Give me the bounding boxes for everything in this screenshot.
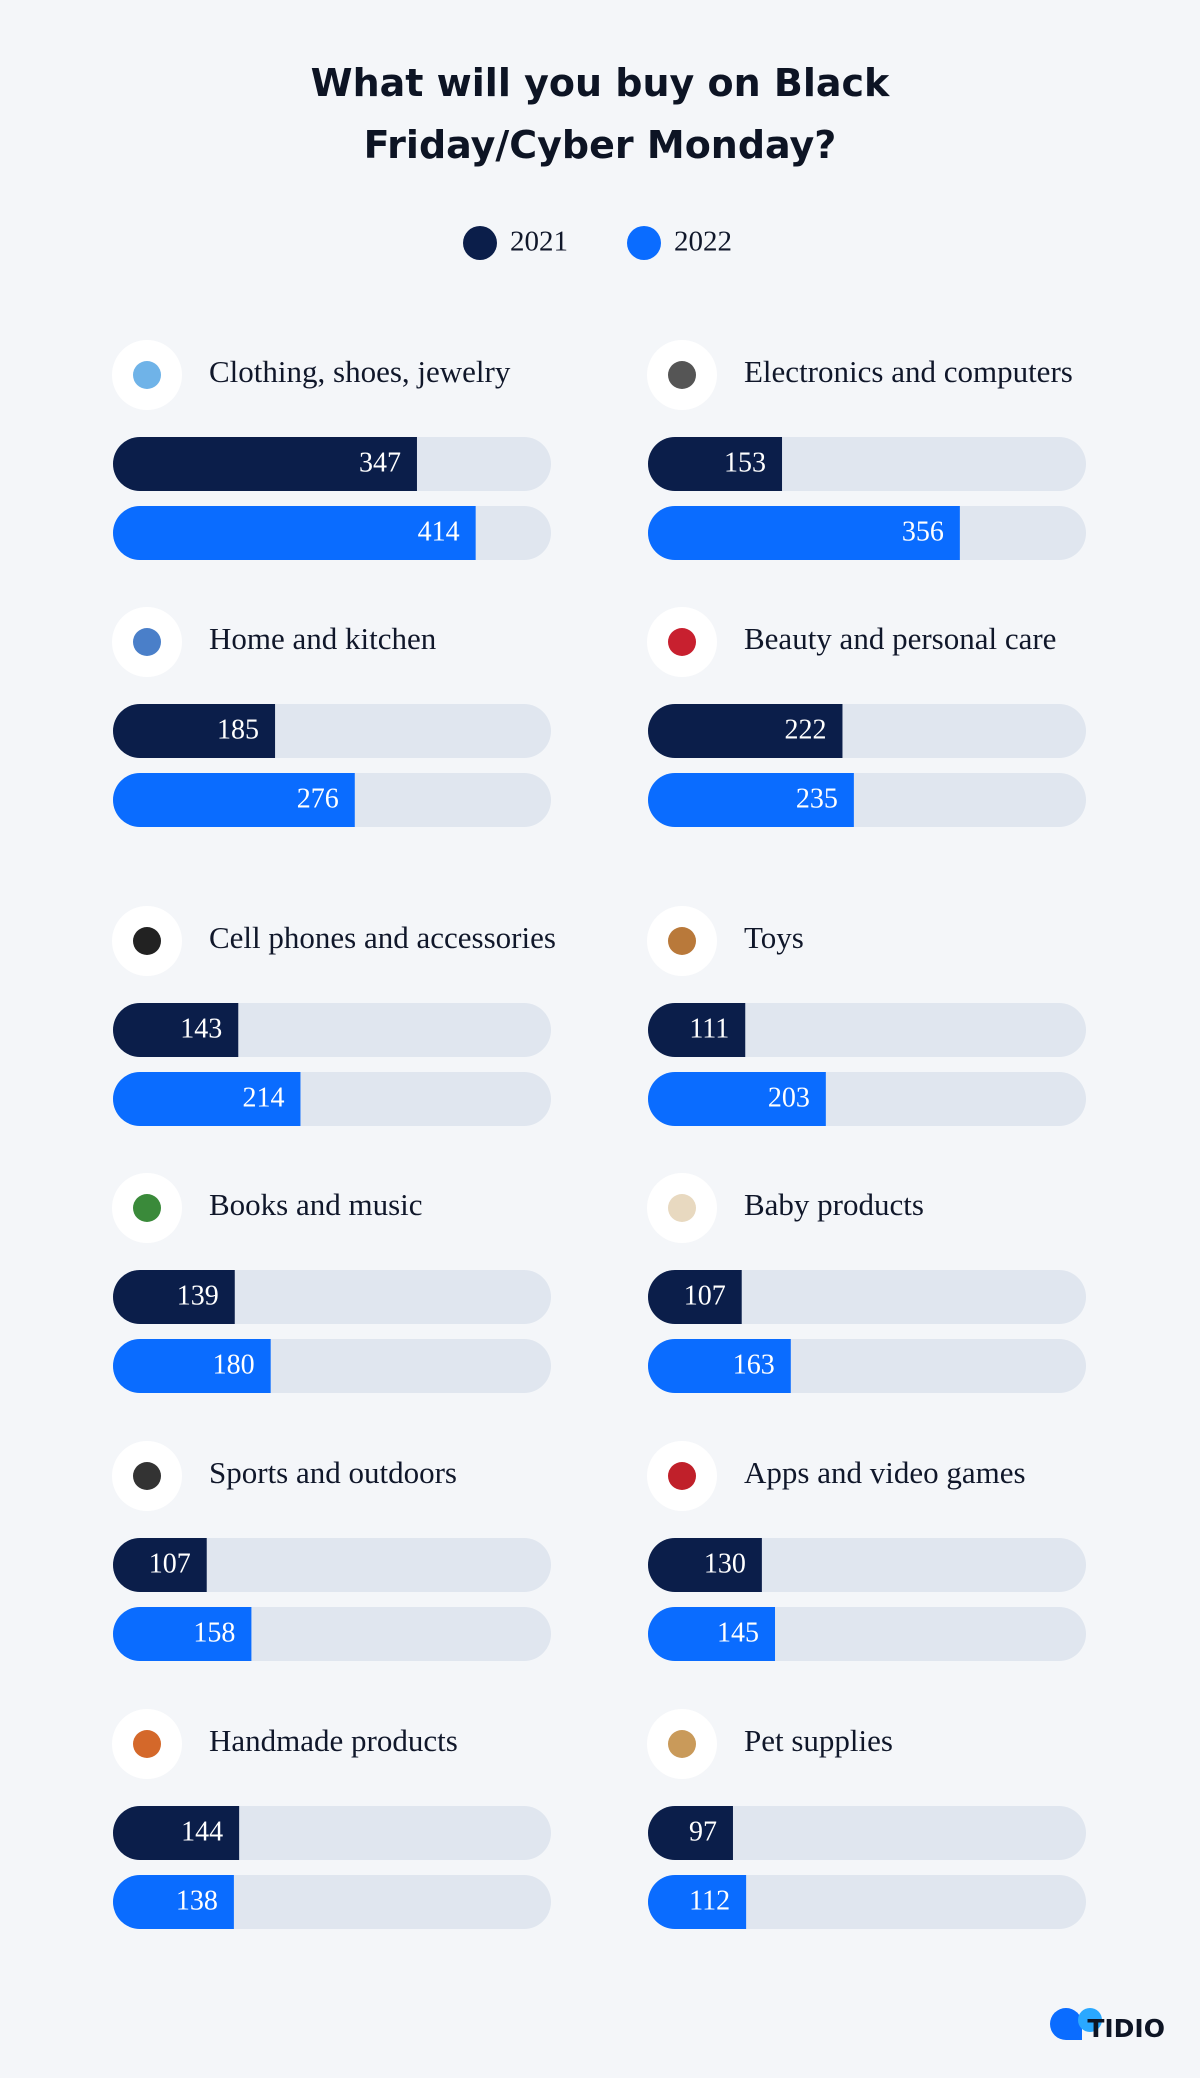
category-label: Baby products bbox=[744, 1187, 924, 1222]
value-label: 203 bbox=[768, 1082, 810, 1113]
bar bbox=[113, 506, 476, 560]
logo-icon bbox=[1050, 2008, 1082, 2040]
category-label: Apps and video games bbox=[744, 1455, 1026, 1490]
bar bbox=[648, 1607, 776, 1661]
value-label: 145 bbox=[717, 1617, 759, 1648]
bar bbox=[113, 1538, 207, 1592]
bar bbox=[113, 1339, 271, 1393]
bar bbox=[648, 704, 843, 758]
value-label: 158 bbox=[193, 1617, 235, 1648]
bar bbox=[113, 437, 417, 491]
value-label: 107 bbox=[149, 1548, 191, 1579]
category-label: Cell phones and accessories bbox=[209, 920, 556, 955]
bar-track bbox=[648, 1270, 1086, 1324]
bar-track bbox=[648, 1003, 1086, 1057]
value-label: 138 bbox=[176, 1885, 218, 1916]
bar bbox=[648, 1339, 791, 1393]
value-label: 180 bbox=[213, 1349, 255, 1380]
icon bbox=[668, 1194, 696, 1222]
icon bbox=[133, 1194, 161, 1222]
bar bbox=[648, 773, 854, 827]
category-label: Sports and outdoors bbox=[209, 1455, 457, 1490]
value-label: 153 bbox=[724, 447, 766, 478]
category-label: Toys bbox=[744, 920, 804, 955]
icon bbox=[133, 927, 161, 955]
bar-track bbox=[113, 1538, 551, 1592]
category-label: Handmade products bbox=[209, 1723, 458, 1758]
bar-track bbox=[648, 1806, 1086, 1860]
bar bbox=[648, 1072, 826, 1126]
bar bbox=[648, 1875, 747, 1929]
value-label: 356 bbox=[902, 516, 944, 547]
icon bbox=[668, 1462, 696, 1490]
bar bbox=[648, 1270, 742, 1324]
icon bbox=[133, 1730, 161, 1758]
category-label: Electronics and computers bbox=[744, 354, 1073, 389]
category-label: Home and kitchen bbox=[209, 621, 437, 656]
bar bbox=[113, 773, 355, 827]
value-label: 107 bbox=[684, 1280, 726, 1311]
bar bbox=[113, 1875, 234, 1929]
bar bbox=[113, 1072, 301, 1126]
value-label: 112 bbox=[689, 1885, 730, 1916]
bar bbox=[113, 704, 276, 758]
category-label: Beauty and personal care bbox=[744, 621, 1056, 656]
value-label: 111 bbox=[689, 1013, 729, 1044]
icon bbox=[668, 361, 696, 389]
logo-icon bbox=[1078, 2008, 1102, 2032]
legend-swatch bbox=[627, 226, 661, 260]
value-label: 143 bbox=[180, 1013, 222, 1044]
bar bbox=[648, 1806, 733, 1860]
category-label: Clothing, shoes, jewelry bbox=[209, 354, 511, 389]
bar-track bbox=[648, 1875, 1086, 1929]
brand: TIDIO bbox=[1087, 2014, 1165, 2043]
chart-title: What will you buy on Black Friday/Cyber … bbox=[310, 61, 890, 167]
bar bbox=[113, 1607, 252, 1661]
bar bbox=[648, 1003, 746, 1057]
icon bbox=[668, 1730, 696, 1758]
bar bbox=[648, 1538, 762, 1592]
icon bbox=[668, 628, 696, 656]
value-label: 163 bbox=[733, 1349, 775, 1380]
category-label: Pet supplies bbox=[744, 1723, 893, 1758]
icon bbox=[668, 927, 696, 955]
bar bbox=[648, 437, 783, 491]
bar bbox=[648, 506, 960, 560]
value-label: 214 bbox=[242, 1082, 284, 1113]
icon bbox=[133, 1462, 161, 1490]
legend-label: 2022 bbox=[674, 226, 732, 258]
legend-swatch bbox=[463, 226, 497, 260]
value-label: 139 bbox=[177, 1280, 219, 1311]
value-label: 144 bbox=[181, 1816, 223, 1847]
icon bbox=[133, 628, 161, 656]
value-label: 235 bbox=[796, 783, 838, 814]
value-label: 276 bbox=[297, 783, 339, 814]
legend-label: 2021 bbox=[510, 226, 568, 258]
category-label: Books and music bbox=[209, 1187, 423, 1222]
bar bbox=[113, 1003, 239, 1057]
value-label: 130 bbox=[704, 1548, 746, 1579]
bar bbox=[113, 1270, 235, 1324]
bar bbox=[113, 1806, 240, 1860]
value-label: 185 bbox=[217, 714, 259, 745]
value-label: 97 bbox=[689, 1816, 717, 1847]
value-label: 414 bbox=[418, 516, 460, 547]
value-label: 222 bbox=[784, 714, 826, 745]
icon bbox=[133, 361, 161, 389]
value-label: 347 bbox=[359, 447, 401, 478]
